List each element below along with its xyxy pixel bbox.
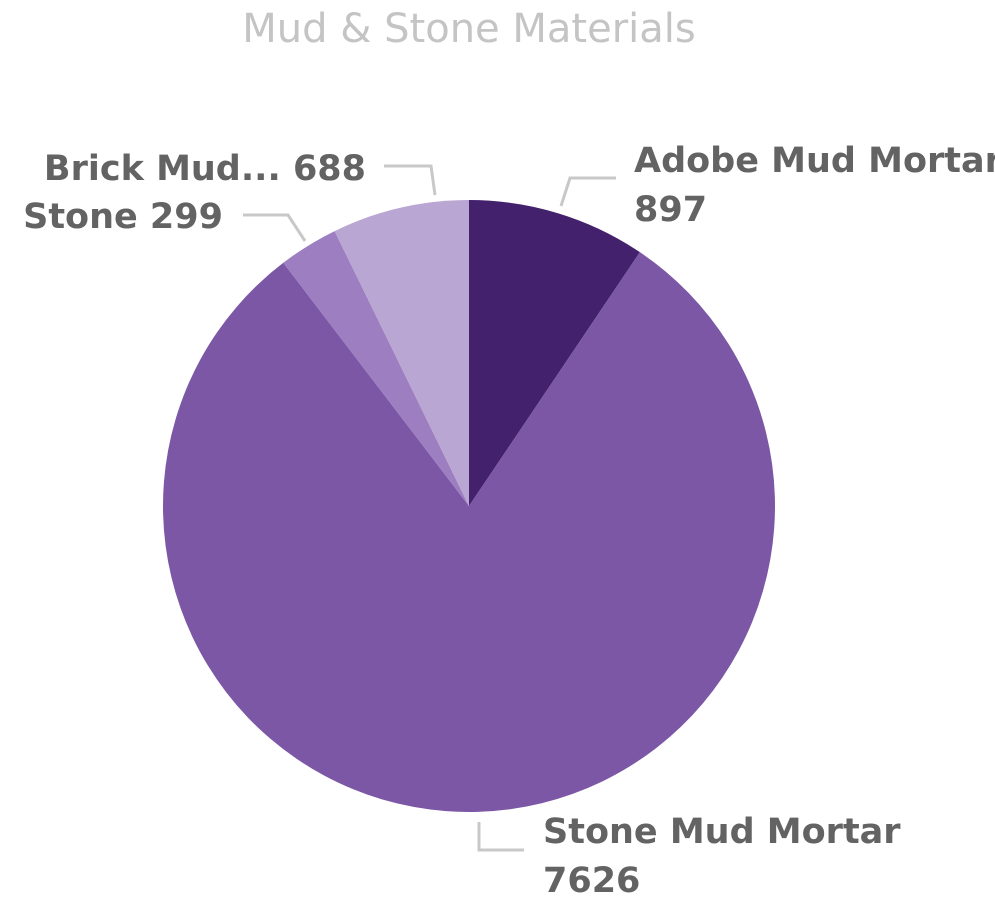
data-label-brick-mud: Brick Mud... 688 xyxy=(44,149,366,189)
pie-slice-adobe-mud-mortar xyxy=(469,200,640,506)
leader-line-brick-mud xyxy=(384,164,437,196)
leader-line-stone-mud-mortar xyxy=(477,822,524,852)
data-label-stone-mud-mortar: Stone Mud Mortar xyxy=(543,812,901,852)
leader-line-adobe-mud-mortar xyxy=(559,176,616,207)
data-label-adobe-mud-mortar: Adobe Mud Mortar xyxy=(634,141,995,181)
chart-title: Mud & Stone Materials xyxy=(242,6,696,52)
pie-slice-stone xyxy=(283,231,469,506)
data-label-adobe-mud-mortar-value: 897 xyxy=(634,190,707,230)
leader-lines xyxy=(243,164,616,852)
pie-slice-stone-mud-mortar xyxy=(162,252,775,813)
leader-line-stone xyxy=(243,213,307,242)
data-labels: Adobe Mud Mortar 897 Stone Mud Mortar 7626 S… xyxy=(23,141,995,901)
pie-slice-brick-mud xyxy=(334,200,469,506)
data-label-stone-mud-mortar-value: 7626 xyxy=(543,861,640,901)
pie-slices xyxy=(162,200,775,813)
data-label-stone: Stone 299 xyxy=(23,197,223,237)
